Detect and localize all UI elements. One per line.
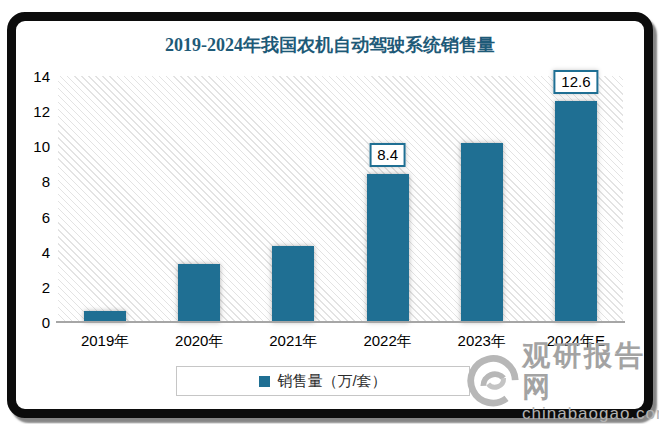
y-tick-label: 12 — [33, 104, 50, 119]
y-tick-label: 6 — [42, 209, 50, 224]
chart-card-inner: 2019-2024年我国农机自动驾驶系统销售量 02468101214 8.41… — [16, 21, 644, 409]
watermark-domain: chinabaogao.com — [522, 404, 659, 424]
x-axis-line — [56, 321, 625, 323]
bar-2024年E — [555, 101, 597, 322]
y-tick-label: 0 — [42, 315, 50, 330]
x-axis: 2019年 2020年 2021年 2022年 2023年 2024年E — [58, 332, 623, 352]
bar-2020年 — [178, 264, 220, 322]
x-tick-label: 2019年 — [81, 332, 129, 351]
plot-area: 8.412.6 — [58, 76, 623, 322]
chart-screenshot: 2019-2024年我国农机自动驾驶系统销售量 02468101214 8.41… — [0, 0, 659, 424]
bar-value-label: 12.6 — [553, 70, 598, 94]
y-tick-label: 14 — [33, 69, 50, 84]
bar-2023年 — [461, 143, 503, 322]
y-tick-label: 10 — [33, 139, 50, 154]
chart-card: 2019-2024年我国农机自动驾驶系统销售量 02468101214 8.41… — [7, 12, 653, 418]
bar-2021年 — [272, 246, 314, 322]
x-tick-label: 2021年 — [269, 332, 317, 351]
watermark-logo-icon — [464, 353, 522, 411]
x-tick-label: 2024年E — [547, 332, 605, 351]
x-tick-label: 2023年 — [458, 332, 506, 351]
chart-title: 2019-2024年我国农机自动驾驶系统销售量 — [16, 33, 644, 57]
legend-marker — [259, 376, 270, 387]
y-tick-label: 4 — [42, 244, 50, 259]
x-tick-label: 2022年 — [363, 332, 411, 351]
bar-value-label: 8.4 — [369, 143, 406, 167]
x-tick-label: 2020年 — [175, 332, 223, 351]
legend-label: 销售量（万/套） — [277, 372, 386, 391]
y-axis: 02468101214 — [16, 76, 50, 322]
legend: 销售量（万/套） — [176, 366, 470, 396]
watermark-text: 观研报告网 chinabaogao.com — [522, 341, 659, 424]
y-tick-label: 8 — [42, 174, 50, 189]
bar-2022年 — [367, 174, 409, 322]
y-tick-label: 2 — [42, 279, 50, 294]
